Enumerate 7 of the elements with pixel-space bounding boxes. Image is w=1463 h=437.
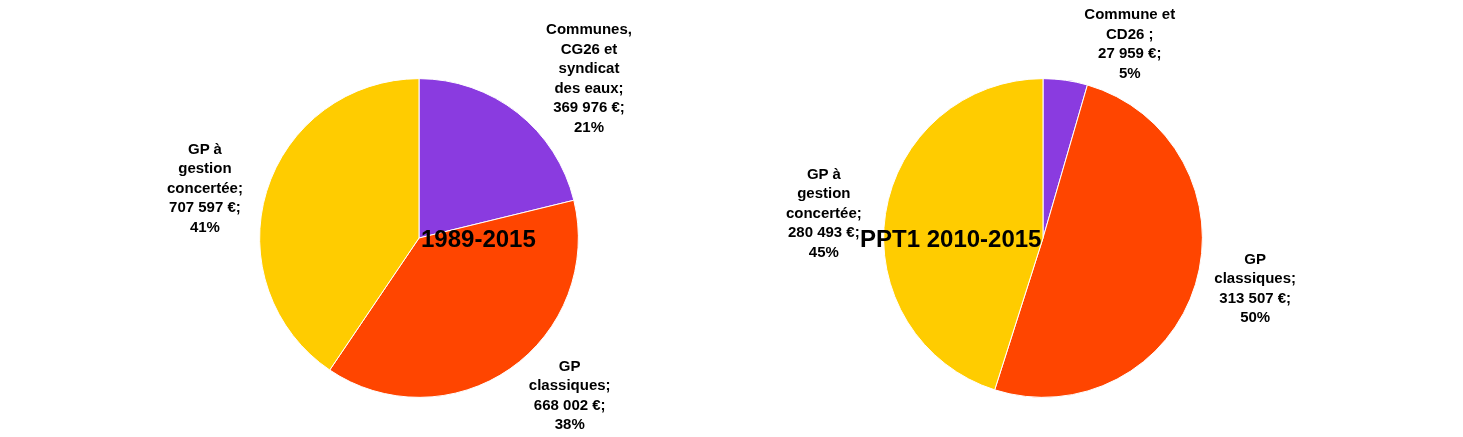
slice-label: GP classiques; 668 002 €; 38% xyxy=(528,356,611,433)
slice-label: GP à gestion concertée; 707 597 €; 41% xyxy=(167,139,243,235)
slice-label: GP classiques; 313 507 €; 50% xyxy=(1214,249,1297,326)
text: 1989-2015 xyxy=(421,225,536,252)
slice-label: Communes, CG26 et syndicat des eaux; 369 976 €; 21% xyxy=(546,20,632,135)
slice-label: GP à gestion concertée; 280 493 €; 45% xyxy=(785,164,862,260)
slice-label: Commune et CD26 ; 27 959 €; 5% xyxy=(1084,5,1176,81)
